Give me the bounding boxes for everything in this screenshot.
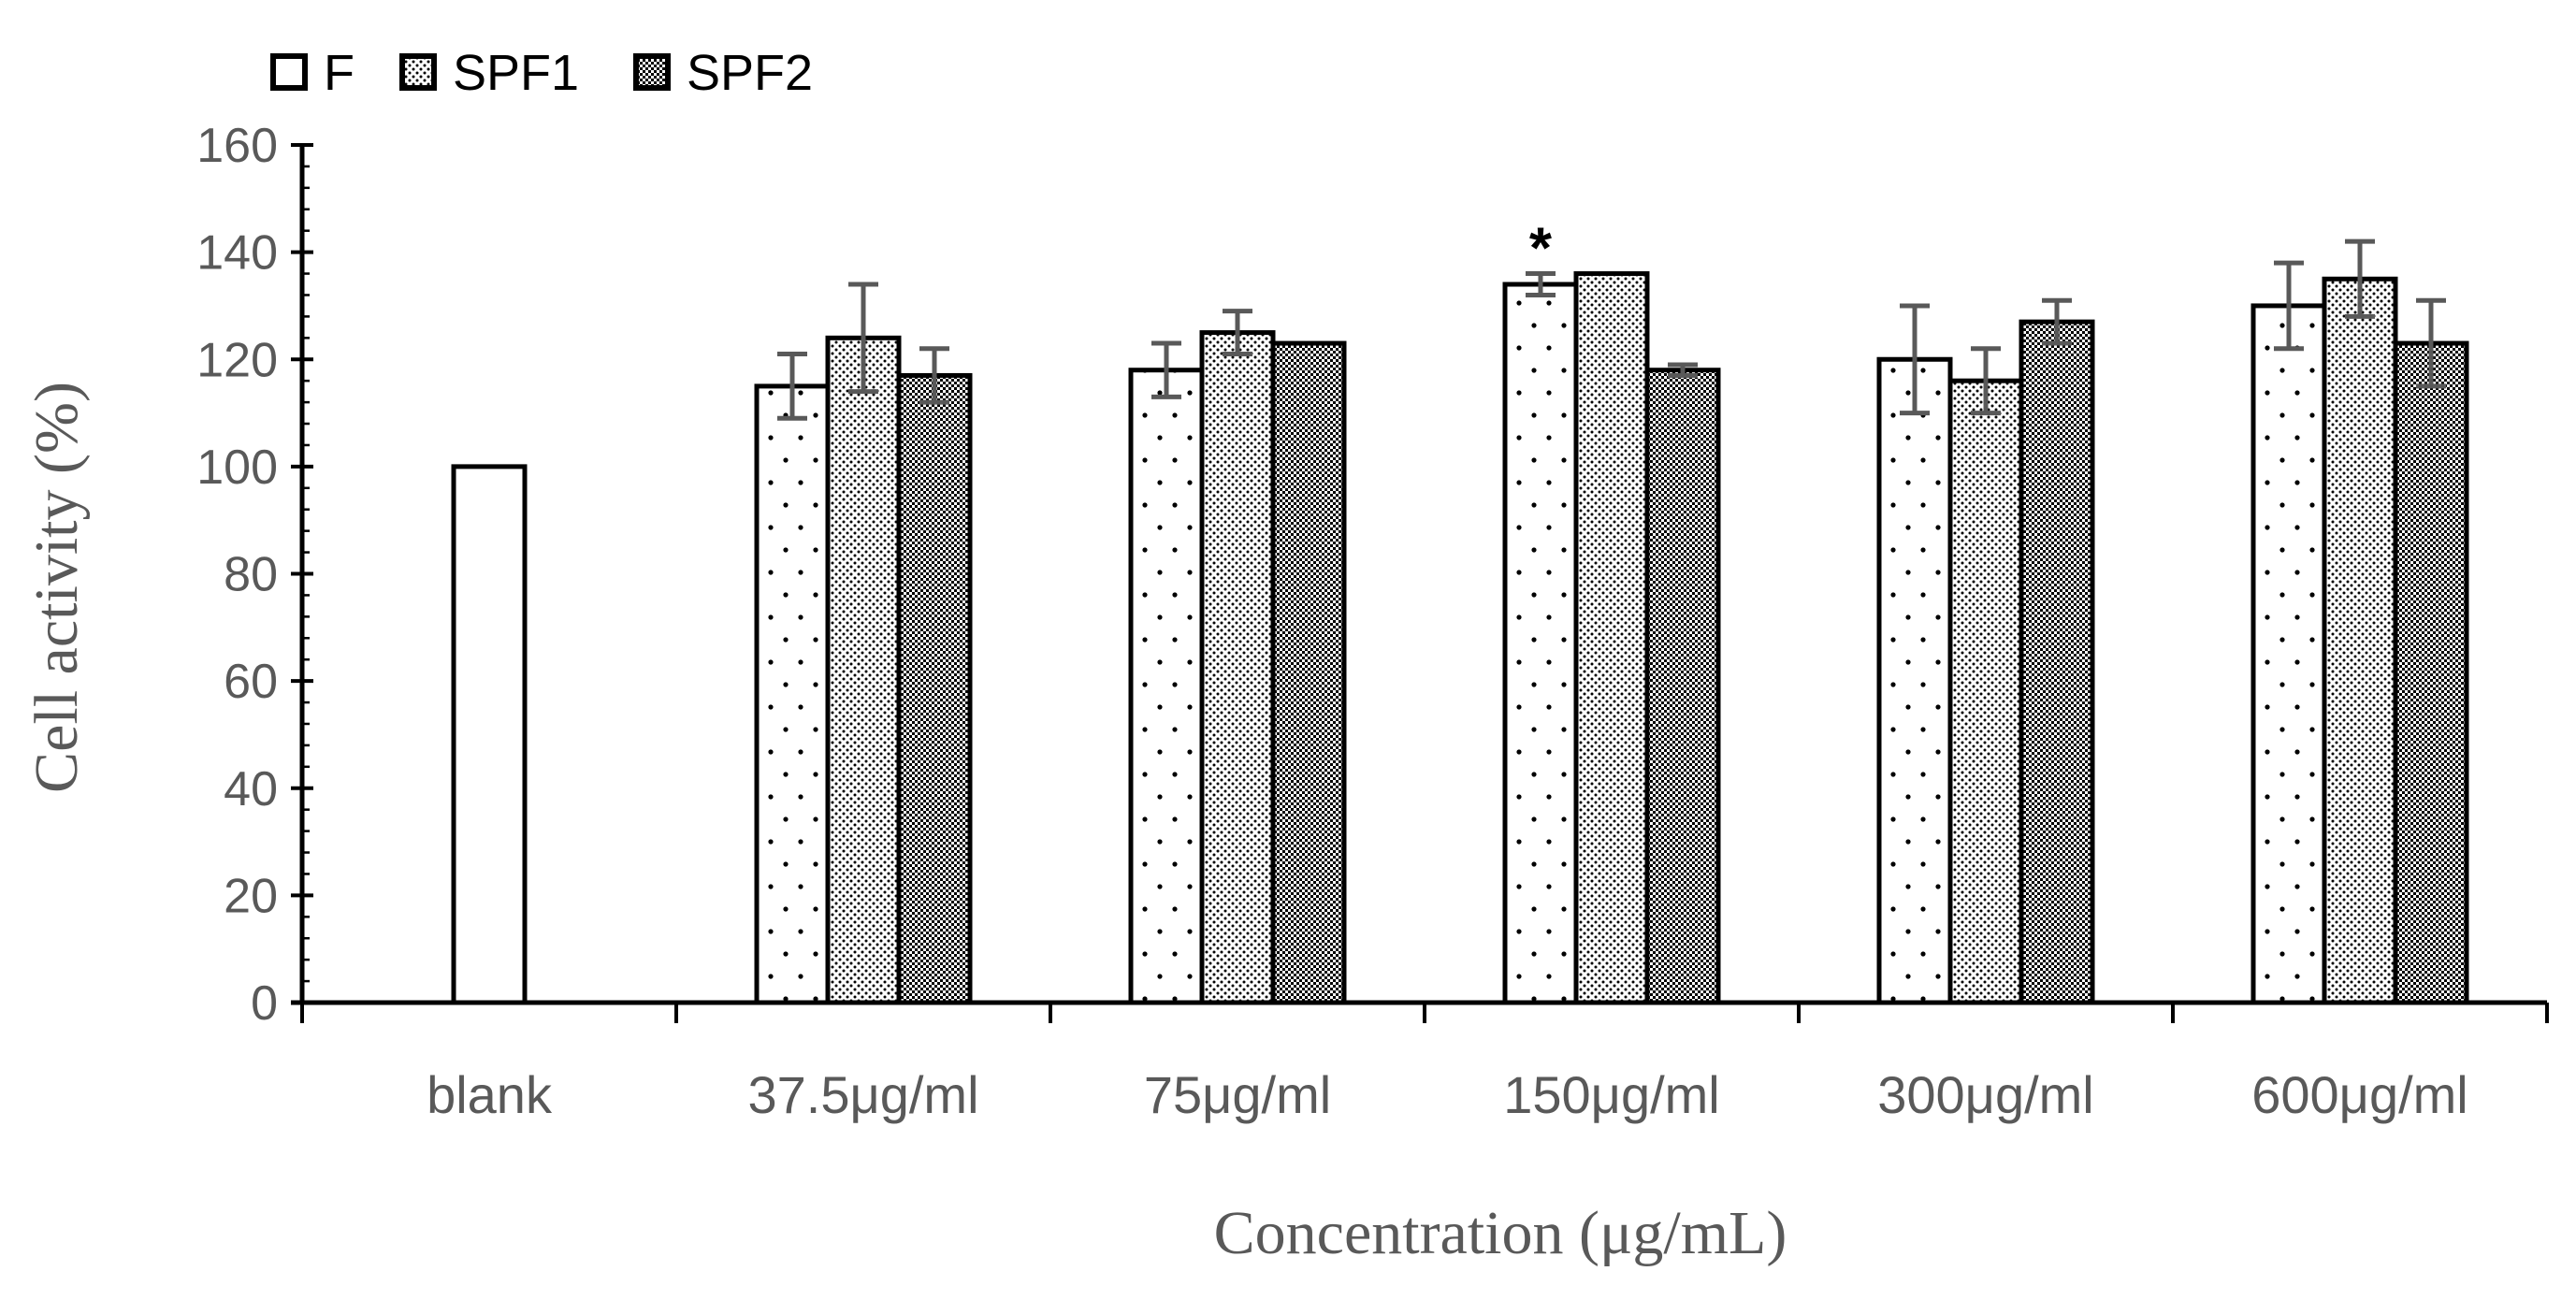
- bar-f-0: [454, 467, 525, 1003]
- category-labels: blank 37.5μg/ml 75μg/ml 150μg/ml 300μg/ml 600…: [427, 1065, 2468, 1124]
- legend-swatch-spf1: [402, 56, 434, 88]
- x-tick-label: blank: [427, 1065, 553, 1124]
- y-axis: 0 20 40 60 80 100 120 140 160: [196, 119, 313, 1031]
- x-tick-label: 150μg/ml: [1503, 1065, 1720, 1124]
- x-tick-label: 75μg/ml: [1144, 1065, 1331, 1124]
- bar-spf1-2: [1202, 333, 1273, 1003]
- x-tick-label: 600μg/ml: [2251, 1065, 2468, 1124]
- legend-item-spf1: SPF1: [402, 45, 579, 101]
- bar-spf1-1: [828, 338, 899, 1003]
- x-axis: [291, 1003, 2547, 1023]
- bar-f-1: [757, 386, 828, 1003]
- bar-spf2-2: [1273, 343, 1344, 1003]
- bar-spf2-5: [2395, 343, 2467, 1003]
- y-tick-label: 140: [196, 226, 278, 281]
- y-tick-label: 160: [196, 119, 278, 173]
- y-tick-label: 20: [224, 869, 278, 923]
- legend-item-spf2: SPF2: [636, 45, 813, 101]
- bar-spf1-4: [1950, 381, 2021, 1003]
- y-axis-title: Cell activity (%): [22, 382, 91, 793]
- bar-spf1-3: [1576, 274, 1647, 1003]
- significance-marker: *: [1529, 217, 1553, 282]
- legend: F SPF1 SPF2: [273, 45, 813, 101]
- bar-spf2-4: [2021, 322, 2092, 1003]
- bars: *: [454, 217, 2467, 1003]
- legend-label-spf1: SPF1: [453, 45, 579, 101]
- bar-f-2: [1131, 370, 1202, 1003]
- legend-swatch-f: [273, 56, 305, 88]
- y-tick-label: 0: [251, 976, 278, 1031]
- legend-label-spf2: SPF2: [687, 45, 813, 101]
- x-tick-label: 37.5μg/ml: [747, 1065, 978, 1124]
- legend-label-f: F: [324, 45, 355, 101]
- legend-swatch-spf2: [636, 56, 668, 88]
- y-tick-label: 80: [224, 548, 278, 602]
- chart: F SPF1 SPF2 Cell activity (%) Concentrat…: [0, 0, 2576, 1300]
- bar-f-3: [1505, 284, 1576, 1003]
- bar-spf2-3: [1647, 370, 1718, 1003]
- legend-item-f: F: [273, 45, 355, 101]
- y-tick-label: 100: [196, 441, 278, 495]
- y-tick-label: 60: [224, 655, 278, 709]
- bar-spf1-5: [2324, 279, 2395, 1003]
- bar-spf2-1: [899, 375, 970, 1003]
- y-tick-label: 40: [224, 762, 278, 816]
- bar-f-5: [2253, 306, 2324, 1003]
- y-tick-label: 120: [196, 333, 278, 387]
- x-axis-title: Concentration (μg/mL): [1214, 1199, 1787, 1267]
- bar-f-4: [1879, 359, 1950, 1003]
- x-tick-label: 300μg/ml: [1877, 1065, 2094, 1124]
